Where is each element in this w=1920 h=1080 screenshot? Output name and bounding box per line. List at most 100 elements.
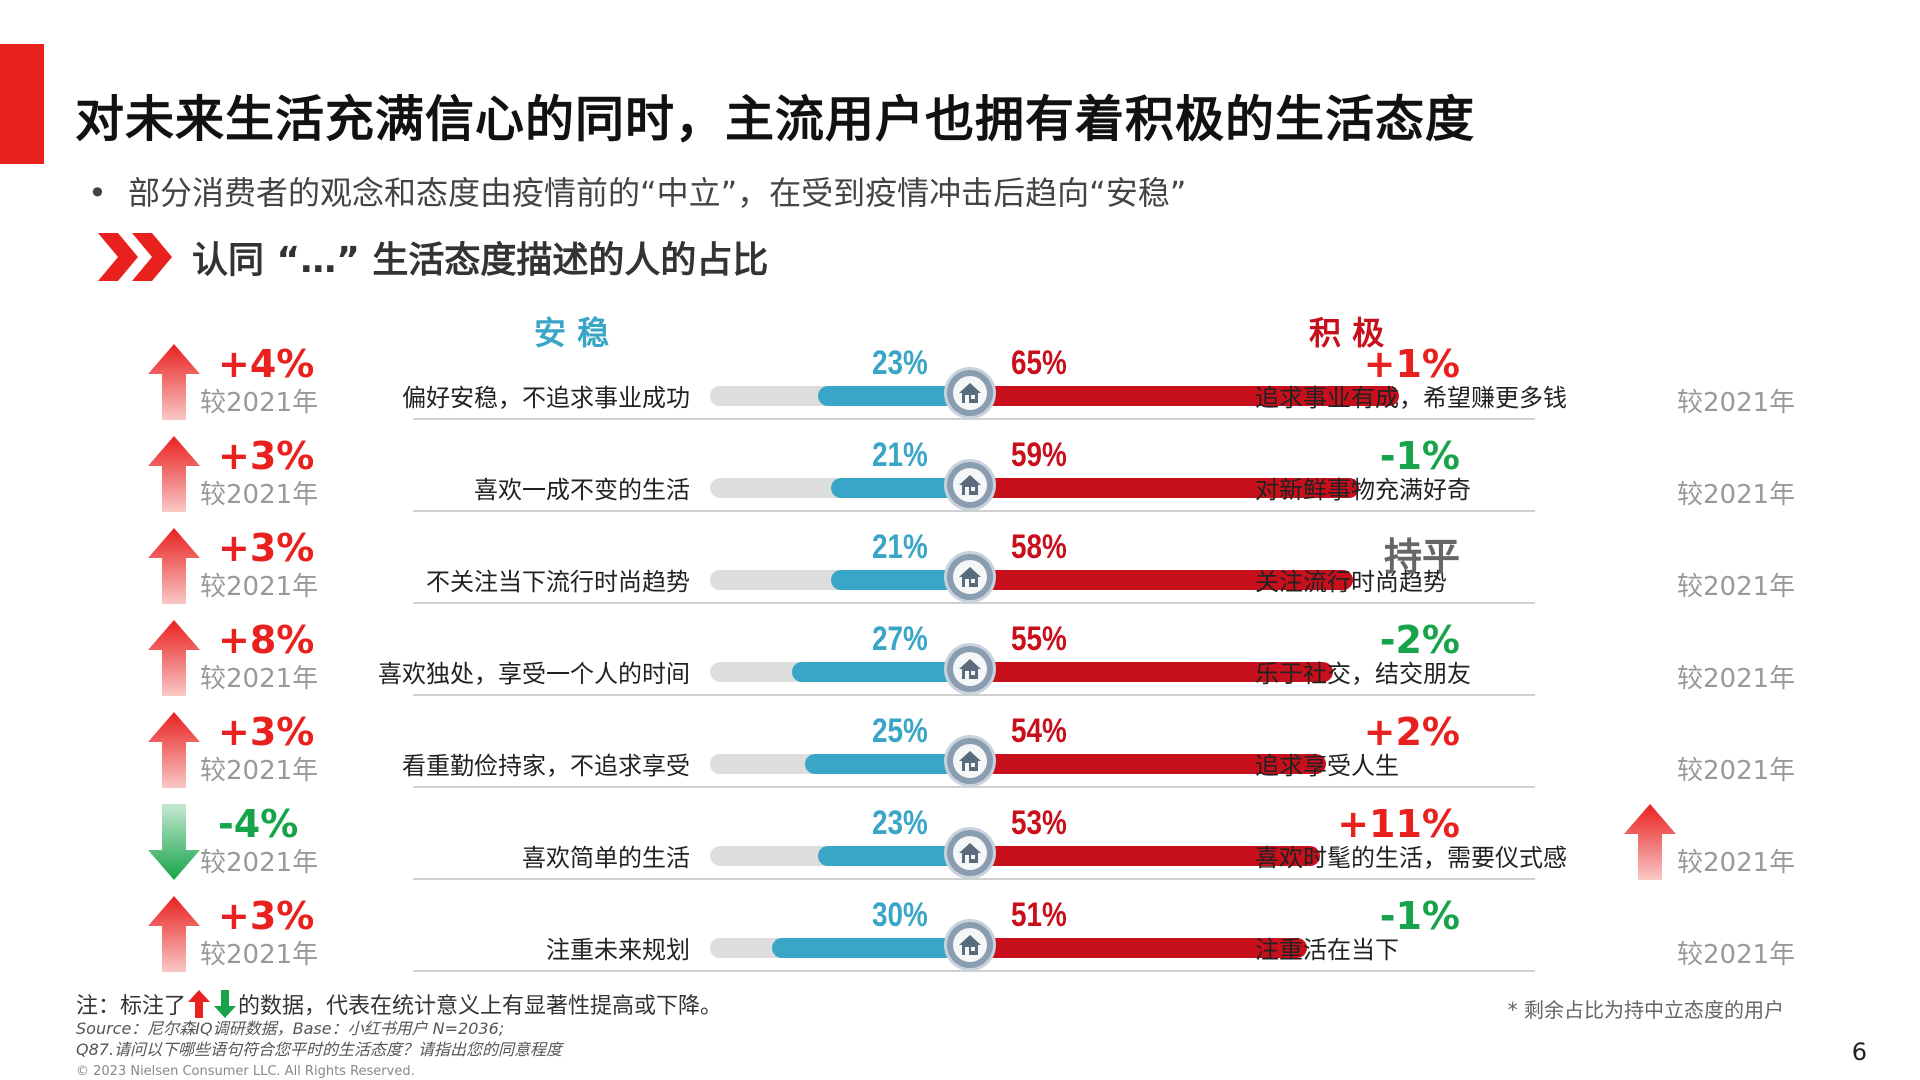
active-comparison: 较2021年 (1677, 940, 1796, 970)
bullet-text: 部分消费者的观念和态度由疫情前的“中立”，在受到疫情冲击后趋向“安稳” (128, 174, 1187, 212)
stable-label: 看重勤俭持家，不追求享受 (402, 752, 690, 780)
house-icon (959, 475, 981, 495)
stable-change: +3% (218, 434, 315, 478)
active-comparison: 较2021年 (1677, 480, 1796, 510)
neutral-footnote: * 剩余占比为持中立态度的用户 (1507, 998, 1784, 1022)
double-chevron-icon (98, 233, 172, 281)
row-divider (413, 418, 1535, 420)
active-label: 注重活在当下 (1255, 936, 1399, 964)
active-pct: 58% (1011, 528, 1067, 566)
active-change: -1% (1379, 434, 1460, 478)
house-icon (959, 383, 981, 403)
active-bar (970, 386, 1399, 406)
chart-row: 30% 51% 注重未来规划 注重活在当下 +3% 较2021年 -1% 较2021年 (0, 882, 1920, 974)
stable-pct: 30% (872, 896, 928, 934)
active-change: -2% (1379, 618, 1460, 662)
house-hub (947, 370, 993, 416)
stable-bar (818, 846, 970, 866)
house-hub-inner (953, 468, 987, 502)
house-hub-inner (953, 928, 987, 962)
house-icon (959, 935, 981, 955)
up-arrow-icon (148, 620, 200, 696)
active-comparison: 较2021年 (1677, 388, 1796, 418)
up-arrow-icon (148, 896, 200, 972)
active-comparison: 较2021年 (1677, 756, 1796, 786)
stable-bar (831, 478, 970, 498)
active-change: +11% (1337, 802, 1460, 846)
stable-label: 不关注当下流行时尚趋势 (426, 568, 690, 596)
active-pct: 59% (1011, 436, 1067, 474)
stable-comparison: 较2021年 (200, 848, 319, 878)
stable-pct: 23% (872, 344, 928, 382)
active-change: +2% (1363, 710, 1460, 754)
stable-change: -4% (218, 802, 299, 846)
up-arrow-icon (148, 712, 200, 788)
house-hub-inner (953, 836, 987, 870)
house-hub-inner (953, 560, 987, 594)
source-line-1: Source：尼尔森IQ调研数据，Base：小红书用户 N=2036; (76, 1019, 505, 1038)
stable-label: 偏好安稳，不追求事业成功 (402, 384, 690, 412)
house-hub (947, 738, 993, 784)
page-number: 6 (1851, 1038, 1867, 1066)
stable-change: +3% (218, 526, 315, 570)
up-arrow-icon (148, 436, 200, 512)
house-icon (959, 843, 981, 863)
active-comparison: 较2021年 (1677, 848, 1796, 878)
stable-pct: 21% (872, 436, 928, 474)
house-hub (947, 830, 993, 876)
active-label: 对新鲜事物充满好奇 (1255, 476, 1471, 504)
house-hub-inner (953, 744, 987, 778)
down-arrow-icon (214, 990, 237, 1018)
bullet-point: • 部分消费者的观念和态度由疫情前的“中立”，在受到疫情冲击后趋向“安稳” (88, 168, 1186, 214)
stable-pct: 27% (872, 620, 928, 658)
active-pct: 51% (1011, 896, 1067, 934)
house-hub (947, 646, 993, 692)
chart-row: 23% 53% 喜欢简单的生活 喜欢时髦的生活，需要仪式感 -4% 较2021年 +11% 较… (0, 790, 1920, 882)
active-pct: 53% (1011, 804, 1067, 842)
stable-comparison: 较2021年 (200, 940, 319, 970)
chart-row: 27% 55% 喜欢独处，享受一个人的时间 乐于社交，结交朋友 +8% 较2021年 -2%… (0, 606, 1920, 698)
stable-label: 喜欢一成不变的生活 (474, 476, 690, 504)
stable-comparison: 较2021年 (200, 480, 319, 510)
row-divider (413, 694, 1535, 696)
house-hub (947, 554, 993, 600)
active-bar (970, 570, 1353, 590)
right-column-header: 积 极 (1309, 314, 1385, 352)
source-line-2: Q87.请问以下哪些语句符合您平时的生活态度？请指出您的同意程度 (76, 1040, 563, 1059)
up-arrow-icon (148, 344, 200, 420)
copyright: © 2023 Nielsen Consumer LLC. All Rights … (76, 1064, 415, 1079)
stable-label: 注重未来规划 (546, 936, 690, 964)
up-arrow-icon (1624, 804, 1676, 880)
chart-row: 25% 54% 看重勤俭持家，不追求享受 追求享受人生 +3% 较2021年 +2% 较202… (0, 698, 1920, 790)
house-icon (959, 567, 981, 587)
significance-note: 注：标注了 的数据，代表在统计意义上有显著性提高或下降。 (76, 988, 722, 1020)
down-arrow-icon (148, 804, 200, 880)
active-bar (970, 754, 1327, 774)
up-arrow-icon (148, 528, 200, 604)
active-comparison: 较2021年 (1677, 664, 1796, 694)
chart-row: 21% 58% 不关注当下流行时尚趋势 关注流行时尚趋势 +3% 较2021年 持平 较202… (0, 514, 1920, 606)
note-suffix: 的数据，代表在统计意义上有显著性提高或下降。 (238, 994, 723, 1019)
house-hub-inner (953, 376, 987, 410)
active-bar (970, 938, 1307, 958)
active-bar (970, 662, 1333, 682)
active-bar (970, 478, 1360, 498)
row-divider (413, 602, 1535, 604)
row-divider (413, 510, 1535, 512)
active-label: 乐于社交，结交朋友 (1255, 660, 1471, 688)
row-divider (413, 878, 1535, 880)
source-text: Source：尼尔森IQ调研数据，Base：小红书用户 N=2036; Q87.… (76, 1018, 562, 1060)
accent-bar (0, 44, 44, 164)
stable-comparison: 较2021年 (200, 572, 319, 602)
stable-comparison: 较2021年 (200, 664, 319, 694)
active-change: +1% (1363, 342, 1460, 386)
house-icon (959, 659, 981, 679)
row-divider (413, 970, 1535, 972)
stable-pct: 23% (872, 804, 928, 842)
stable-comparison: 较2021年 (200, 756, 319, 786)
stable-pct: 25% (872, 712, 928, 750)
active-change: 持平 (1383, 535, 1460, 579)
active-pct: 55% (1011, 620, 1067, 658)
section-subheading: 认同 “…” 生活态度描述的人的占比 (98, 232, 768, 282)
up-arrow-icon (188, 990, 211, 1018)
